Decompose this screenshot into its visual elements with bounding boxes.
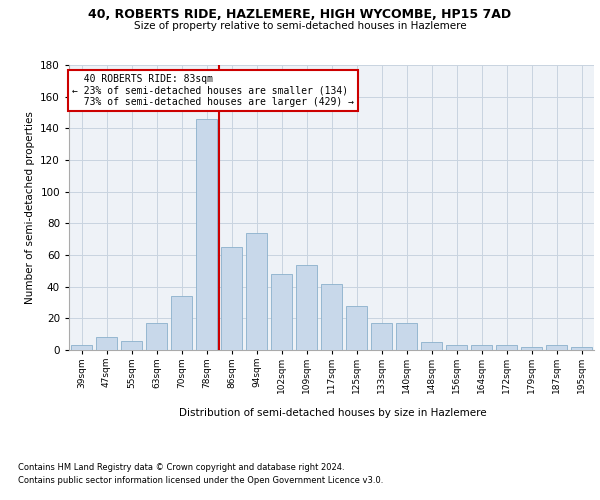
Bar: [146, 323, 167, 350]
Bar: [196, 119, 217, 350]
Bar: [471, 345, 492, 350]
Bar: [346, 306, 367, 350]
Text: Distribution of semi-detached houses by size in Hazlemere: Distribution of semi-detached houses by …: [179, 408, 487, 418]
Bar: [421, 342, 442, 350]
Bar: [571, 347, 592, 350]
Bar: [296, 264, 317, 350]
Bar: [546, 345, 567, 350]
Text: 40 ROBERTS RIDE: 83sqm
← 23% of semi-detached houses are smaller (134)
  73% of : 40 ROBERTS RIDE: 83sqm ← 23% of semi-det…: [71, 74, 353, 107]
Bar: [496, 345, 517, 350]
Bar: [521, 347, 542, 350]
Bar: [246, 233, 267, 350]
Text: Contains public sector information licensed under the Open Government Licence v3: Contains public sector information licen…: [18, 476, 383, 485]
Bar: [121, 340, 142, 350]
Bar: [321, 284, 342, 350]
Text: Size of property relative to semi-detached houses in Hazlemere: Size of property relative to semi-detach…: [134, 21, 466, 31]
Bar: [371, 323, 392, 350]
Bar: [171, 296, 192, 350]
Text: Contains HM Land Registry data © Crown copyright and database right 2024.: Contains HM Land Registry data © Crown c…: [18, 462, 344, 471]
Bar: [446, 345, 467, 350]
Y-axis label: Number of semi-detached properties: Number of semi-detached properties: [25, 111, 35, 304]
Bar: [271, 274, 292, 350]
Bar: [396, 323, 417, 350]
Text: 40, ROBERTS RIDE, HAZLEMERE, HIGH WYCOMBE, HP15 7AD: 40, ROBERTS RIDE, HAZLEMERE, HIGH WYCOMB…: [88, 8, 512, 20]
Bar: [71, 345, 92, 350]
Bar: [221, 247, 242, 350]
Bar: [96, 338, 117, 350]
